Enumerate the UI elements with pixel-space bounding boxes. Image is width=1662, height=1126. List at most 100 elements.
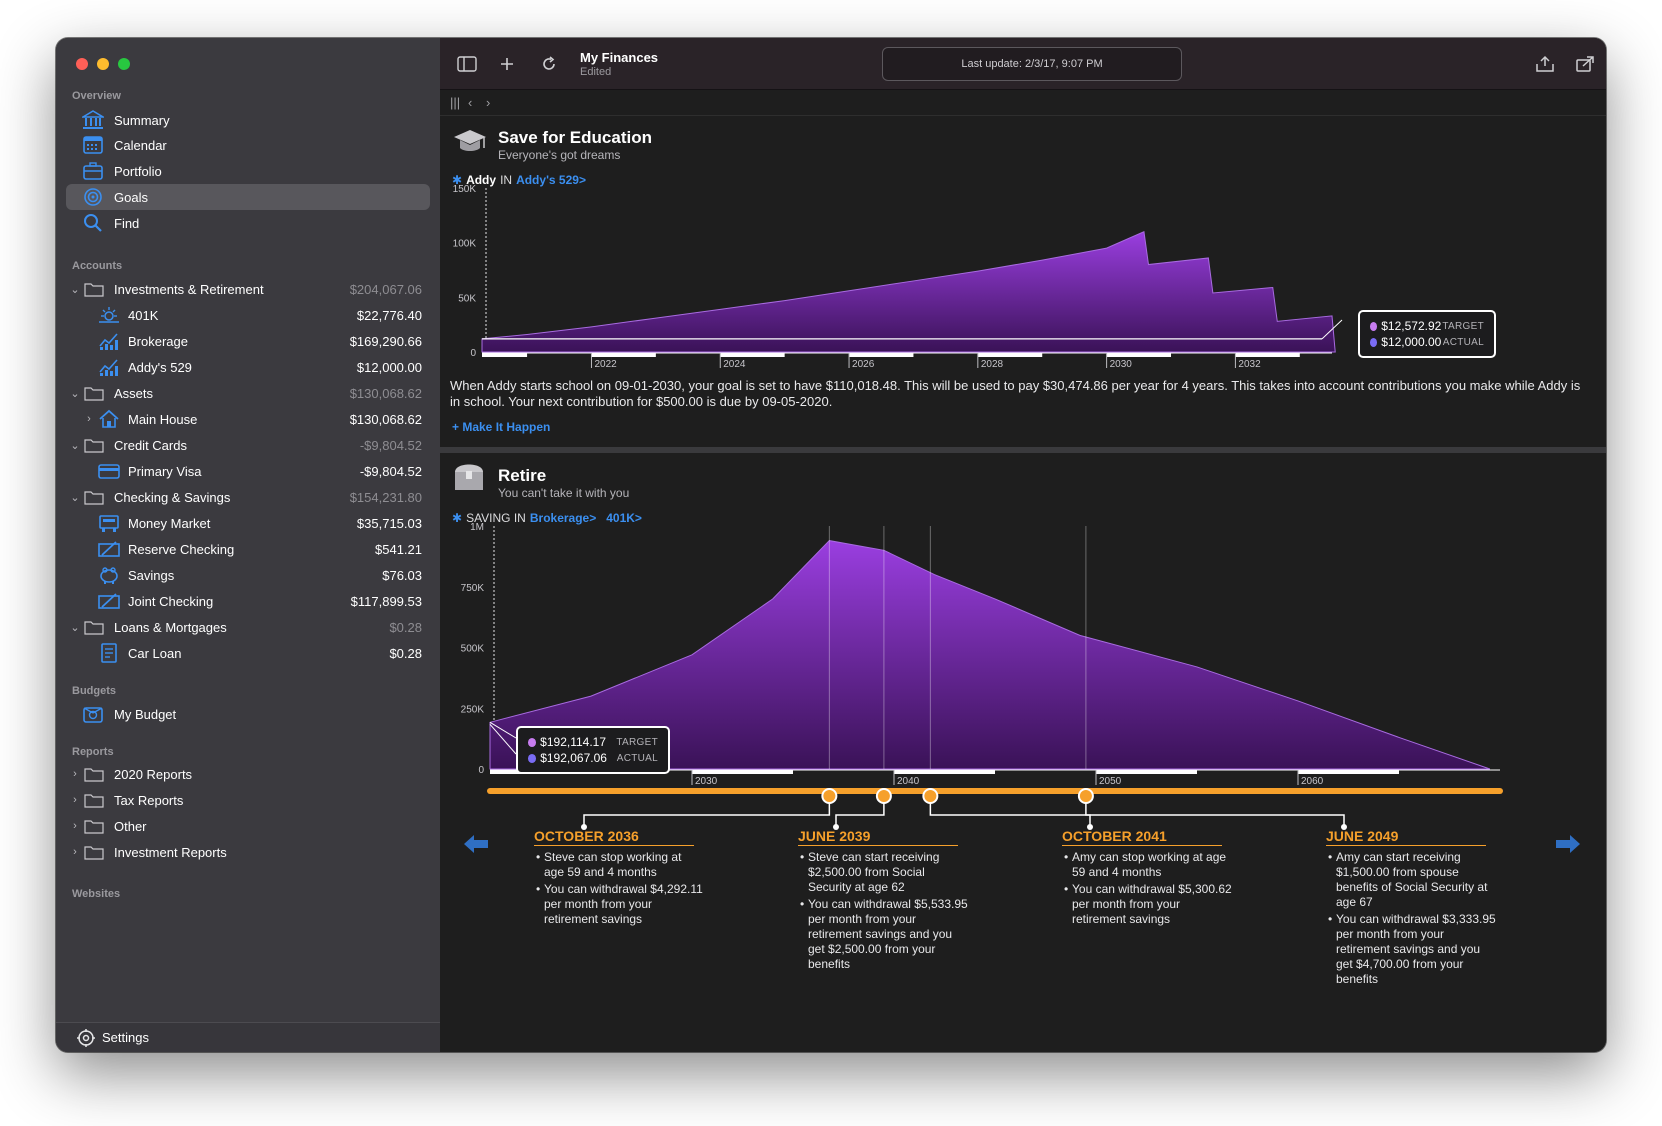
account-item-addys-529[interactable]: Addy's 529 $12,000.00 <box>56 354 440 380</box>
close-window-button[interactable] <box>76 58 88 70</box>
previous-arrow-icon[interactable] <box>462 832 490 856</box>
minimize-window-button[interactable] <box>97 58 109 70</box>
target-icon <box>82 186 104 208</box>
account-value: $35,715.03 <box>356 515 422 531</box>
back-button[interactable]: ‹ <box>468 95 473 110</box>
report-folder-tax[interactable]: › Tax Reports <box>56 787 440 813</box>
folder-icon <box>84 387 104 401</box>
event-bullet: Amy can start receiving $1,500.00 from s… <box>1326 850 1496 910</box>
chevron-right-icon[interactable]: › <box>73 794 77 806</box>
event-bullet: Steve can start receiving $2,500.00 from… <box>798 850 968 895</box>
account-item-reserve-checking[interactable]: Reserve Checking $541.21 <box>56 536 440 562</box>
timeline-connector <box>835 803 885 827</box>
brokerage-link[interactable]: Brokerage> <box>529 511 597 525</box>
account-item-main-house[interactable]: › Main House $130,068.62 <box>56 406 440 432</box>
account-item-savings[interactable]: Savings $76.03 <box>56 562 440 588</box>
chevron-right-icon[interactable]: › <box>87 413 91 425</box>
event-bullet: You can withdrawal $5,533.95 per month f… <box>798 897 968 972</box>
account-value: $0.28 <box>389 645 422 661</box>
x-tick-label: 2024 <box>723 359 746 370</box>
target-value: $192,114.17 <box>540 735 607 749</box>
account-item-401k[interactable]: 401K $22,776.40 <box>56 302 440 328</box>
make-it-happen-button[interactable]: + Make It Happen <box>452 420 551 434</box>
sidebar-item-calendar[interactable]: Calendar <box>66 132 430 158</box>
share-icon <box>1576 56 1594 72</box>
account-value: $130,068.62 <box>349 411 422 427</box>
timeline-node <box>922 788 939 804</box>
saving-in-label: SAVING IN <box>466 511 526 525</box>
gear-icon <box>77 1028 95 1047</box>
columns-icon[interactable]: ||| <box>450 95 461 110</box>
account-item-car-loan[interactable]: Car Loan $0.28 <box>56 640 440 666</box>
graduation-cap-icon <box>454 130 486 151</box>
x-axis-band <box>720 353 785 357</box>
window-controls <box>76 58 130 70</box>
report-folder-2020[interactable]: › 2020 Reports <box>56 761 440 787</box>
account-item-money-market[interactable]: Money Market $35,715.03 <box>56 510 440 536</box>
zoom-window-button[interactable] <box>118 58 130 70</box>
account-label: Car Loan <box>128 645 182 661</box>
account-group-assets[interactable]: ⌄ Assets $130,068.62 <box>56 380 440 406</box>
folder-icon <box>84 846 104 860</box>
sidebar-item-find[interactable]: Find <box>66 210 430 236</box>
gear-icon[interactable]: ✱ <box>452 173 463 187</box>
chevron-down-icon[interactable]: ⌄ <box>70 387 80 400</box>
addys-529-link[interactable]: Addy's 529> <box>516 173 586 187</box>
retire-event: JUNE 2049 Amy can start receiving $1,500… <box>1326 828 1496 989</box>
account-item-joint-checking[interactable]: Joint Checking $117,899.53 <box>56 588 440 614</box>
refresh-icon <box>543 56 555 70</box>
account-group-loans-mortgages[interactable]: ⌄ Loans & Mortgages $0.28 <box>56 614 440 640</box>
y-tick-label: 1M <box>470 522 484 533</box>
forward-button[interactable]: › <box>486 95 491 110</box>
y-tick-label: 250K <box>461 704 485 715</box>
sidebar-toggle-button[interactable] <box>454 52 480 76</box>
money-market-icon <box>99 515 119 532</box>
account-value: $169,290.66 <box>349 333 422 349</box>
add-button[interactable] <box>494 52 520 76</box>
chevron-right-icon[interactable]: › <box>73 820 77 832</box>
sidebar-item-summary[interactable]: Summary <box>66 107 430 133</box>
chevron-down-icon[interactable]: ⌄ <box>70 439 80 452</box>
actual-value: $12,000.00 <box>1381 335 1442 349</box>
x-axis-band <box>591 353 656 357</box>
chevron-right-icon[interactable]: › <box>73 768 77 780</box>
report-folder-investment[interactable]: › Investment Reports <box>56 839 440 865</box>
account-group-value: -$9,804.52 <box>359 437 422 453</box>
account-group-checking-savings[interactable]: ⌄ Checking & Savings $154,231.80 <box>56 484 440 510</box>
settings-button[interactable]: Settings <box>56 1022 440 1052</box>
folder-icon <box>84 439 104 453</box>
x-tick-label: 2028 <box>981 359 1004 370</box>
sun-chart-icon <box>99 307 119 323</box>
retire-event: OCTOBER 2036 Steve can stop working at a… <box>534 828 704 929</box>
account-group-investments[interactable]: ⌄ Investments & Retirement $204,067.06 <box>56 276 440 302</box>
chevron-down-icon[interactable]: ⌄ <box>70 621 80 634</box>
upload-button[interactable] <box>1532 52 1558 76</box>
chevron-right-icon[interactable]: › <box>73 846 77 858</box>
actual-dot <box>528 753 537 763</box>
refresh-button[interactable] <box>536 52 562 76</box>
timeline-node <box>821 788 838 804</box>
chevron-down-icon[interactable]: ⌄ <box>70 283 80 296</box>
401k-link[interactable]: 401K> <box>606 511 642 525</box>
x-axis-band <box>482 353 528 357</box>
sidebar-item-portfolio[interactable]: Portfolio <box>66 158 430 184</box>
education-goal-title: Save for Education <box>498 128 652 147</box>
account-group-credit-cards[interactable]: ⌄ Credit Cards -$9,804.52 <box>56 432 440 458</box>
sidebar-item-goals[interactable]: Goals <box>66 184 430 210</box>
chevron-down-icon[interactable]: ⌄ <box>70 491 80 504</box>
account-item-brokerage[interactable]: Brokerage $169,290.66 <box>56 328 440 354</box>
calendar-icon <box>82 134 104 156</box>
share-button[interactable] <box>1572 52 1598 76</box>
plus-icon <box>501 58 513 70</box>
overview-section-title: Overview <box>72 90 121 102</box>
target-value: $12,572.92 <box>1381 319 1442 333</box>
account-group-label: Assets <box>114 385 154 401</box>
account-item-primary-visa[interactable]: Primary Visa -$9,804.52 <box>56 458 440 484</box>
next-arrow-icon[interactable] <box>1554 832 1582 856</box>
sidebar-icon <box>457 56 477 72</box>
sidebar-item-my-budget[interactable]: My Budget <box>66 701 430 727</box>
report-folder-other[interactable]: › Other <box>56 813 440 839</box>
x-tick-label: 2030 <box>695 776 718 787</box>
y-tick-label: 50K <box>458 293 476 304</box>
gear-icon[interactable]: ✱ <box>452 511 463 525</box>
